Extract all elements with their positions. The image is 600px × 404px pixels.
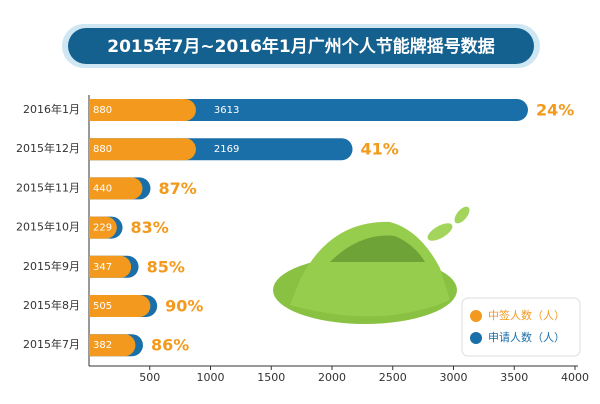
x-tick-label: 1000 [197,371,225,384]
value-label: 3613 [214,105,239,116]
y-tick-label: 2015年12月 [16,141,80,155]
y-tick-label: 2015年10月 [16,220,80,234]
bar [89,334,136,357]
legend-marker [470,310,482,322]
y-tick-label: 2015年9月 [23,259,80,273]
chart-title: 2015年7月~2016年1月广州个人节能牌摇号数据 [107,36,495,57]
value-label: 440 [93,183,112,194]
bar [89,99,196,121]
x-tick-label: 500 [139,371,160,384]
rate-label: 87% [158,179,196,198]
value-label: 229 [93,223,112,234]
value-label: 382 [93,340,112,351]
x-tick-label: 3500 [500,371,528,384]
x-tick-label: 1500 [257,371,285,384]
x-tick-label: 4000 [561,371,589,384]
rate-label: 24% [536,101,574,120]
value-label: 880 [93,105,112,116]
value-label: 2169 [214,144,239,155]
rate-label: 85% [147,257,185,276]
bar [89,99,528,121]
value-label: 880 [93,144,112,155]
bar [89,295,151,317]
car-decoration [273,206,470,324]
y-tick-label: 2015年8月 [23,298,80,312]
legend-label: 申请人数（人） [488,331,565,344]
bar [89,138,196,161]
x-tick-label: 3000 [440,371,468,384]
bar [89,255,132,278]
title-banner [68,28,534,64]
legend-label: 中签人数（人） [488,308,565,322]
rate-label: 83% [131,218,169,237]
y-tick-label: 2015年11月 [16,180,80,194]
rate-label: 90% [165,297,203,316]
x-tick-label: 2500 [379,371,407,384]
y-tick-label: 2015年7月 [23,337,80,351]
legend-box [461,297,581,357]
legend-marker [470,332,482,344]
bar [89,216,117,239]
bar [89,177,143,200]
y-tick-label: 2016年1月 [23,102,80,116]
rate-label: 41% [361,140,399,159]
rate-label: 86% [151,336,189,355]
value-label: 505 [93,301,112,312]
value-label: 347 [93,262,112,273]
x-tick-label: 2000 [318,371,346,384]
